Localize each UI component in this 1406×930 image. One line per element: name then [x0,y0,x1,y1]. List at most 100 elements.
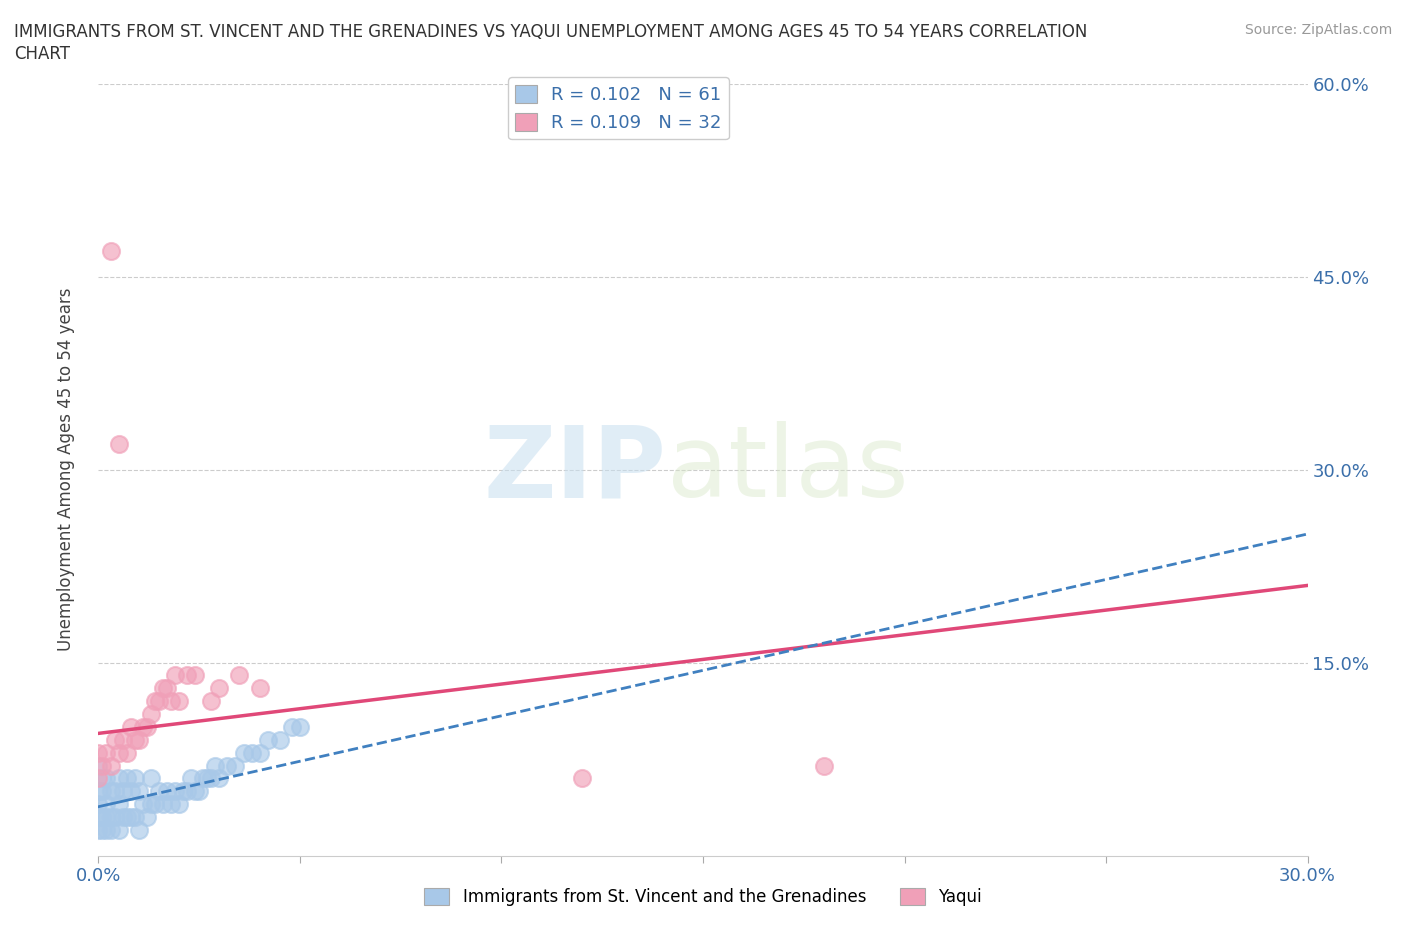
Point [111,733,134,748]
Point [132,797,155,812]
Point [148,784,170,799]
Point [139,707,162,722]
Point [135,809,157,825]
Point [87,822,110,837]
Point [107,436,129,451]
Point [195,771,218,786]
Point [120,809,142,825]
Point [184,668,207,683]
Point [115,771,138,786]
Point [156,681,179,696]
Point [571,771,593,786]
Point [132,720,155,735]
Point [107,822,129,837]
Point [139,797,162,812]
Point [208,681,231,696]
Point [139,771,162,786]
Point [172,784,194,799]
Point [96,822,118,837]
Point [107,797,129,812]
Point [813,758,835,773]
Point [184,784,207,799]
Point [249,681,271,696]
Text: CHART: CHART [14,45,70,62]
Point [124,733,146,748]
Point [100,784,122,799]
Point [91,758,114,773]
Point [96,797,118,812]
Point [100,822,122,837]
Point [115,809,138,825]
Point [128,822,150,837]
Point [103,733,125,748]
Point [200,771,222,786]
Point [160,694,183,709]
Point [128,733,150,748]
Point [135,720,157,735]
Point [111,809,134,825]
Point [87,809,110,825]
Point [180,771,202,786]
Text: Source: ZipAtlas.com: Source: ZipAtlas.com [1244,23,1392,37]
Point [200,694,222,709]
Point [143,694,166,709]
Point [163,668,186,683]
Point [87,771,110,786]
Point [217,758,239,773]
Text: IMMIGRANTS FROM ST. VINCENT AND THE GRENADINES VS YAQUI UNEMPLOYMENT AMONG AGES : IMMIGRANTS FROM ST. VINCENT AND THE GREN… [14,23,1087,41]
Point [96,771,118,786]
Point [91,784,114,799]
Point [124,809,146,825]
Point [91,822,114,837]
Point [228,668,250,683]
Point [103,809,125,825]
Point [107,771,129,786]
Point [156,784,179,799]
Point [176,668,198,683]
Point [256,733,278,748]
Point [91,771,114,786]
Point [240,745,263,760]
Point [103,784,125,799]
Point [96,745,118,760]
Legend: Immigrants from St. Vincent and the Grenadines, Yaqui: Immigrants from St. Vincent and the Gren… [418,881,988,912]
Point [281,720,304,735]
Point [87,745,110,760]
Point [152,681,174,696]
Point [143,797,166,812]
Point [204,758,226,773]
Point [176,784,198,799]
Point [193,771,215,786]
Point [249,745,271,760]
Text: atlas: atlas [666,421,908,518]
Point [115,745,138,760]
Point [163,784,186,799]
Point [100,244,122,259]
Point [107,745,129,760]
Point [188,784,211,799]
Point [120,784,142,799]
Point [208,771,231,786]
Point [87,797,110,812]
Point [96,809,118,825]
Point [152,797,174,812]
Point [224,758,246,773]
Point [124,771,146,786]
Point [148,694,170,709]
Point [167,694,190,709]
Text: ZIP: ZIP [484,421,666,518]
Legend: R = 0.102   N = 61, R = 0.109   N = 32: R = 0.102 N = 61, R = 0.109 N = 32 [508,77,728,140]
Point [288,720,311,735]
Point [111,784,134,799]
Point [100,809,122,825]
Point [120,720,142,735]
Point [87,784,110,799]
Point [160,797,183,812]
Point [269,733,291,748]
Y-axis label: Unemployment Among Ages 45 to 54 years: Unemployment Among Ages 45 to 54 years [56,288,75,651]
Point [128,784,150,799]
Point [100,758,122,773]
Point [87,758,110,773]
Point [232,745,254,760]
Point [91,809,114,825]
